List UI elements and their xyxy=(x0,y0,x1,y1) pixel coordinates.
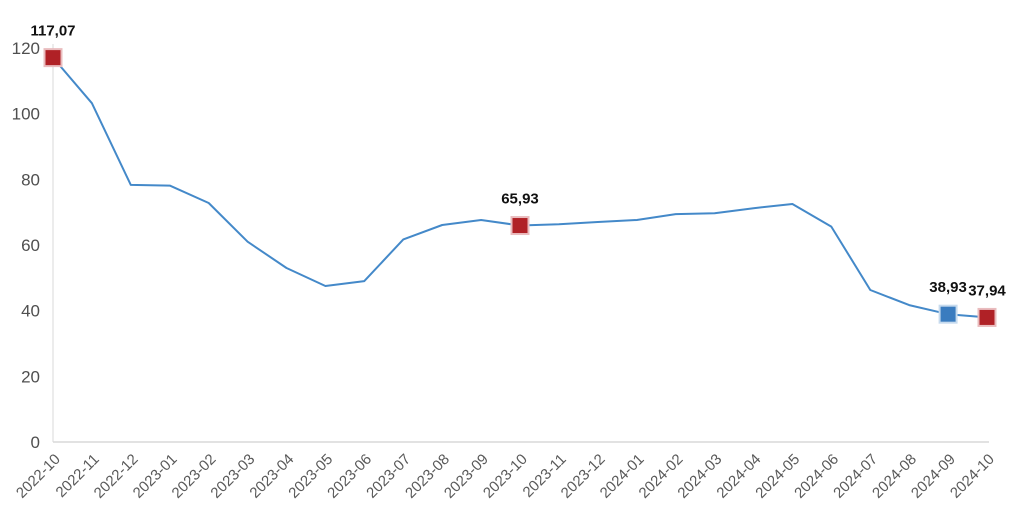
x-axis-tick-label: 2022-10 xyxy=(13,451,64,502)
data-point-marker-2024-09 xyxy=(938,304,958,324)
y-axis-tick-label: 120 xyxy=(12,39,40,58)
y-axis-tick-label: 40 xyxy=(21,302,40,321)
y-axis-tick-label: 0 xyxy=(31,433,40,452)
y-axis-tick-label: 20 xyxy=(21,367,40,386)
data-point-label-2024-09: 38,93 xyxy=(929,279,967,296)
data-point-marker-2022-10 xyxy=(43,48,63,68)
data-point-label-2023-10: 65,93 xyxy=(501,191,539,208)
data-point-label-2024-10: 37,94 xyxy=(968,282,1006,299)
y-axis-tick-label: 60 xyxy=(21,236,40,255)
y-axis-tick-label: 100 xyxy=(12,105,40,124)
data-point-marker-2024-10 xyxy=(977,307,997,327)
data-point-label-2022-10: 117,07 xyxy=(30,23,75,40)
data-series-line xyxy=(52,56,988,319)
data-point-marker-2023-10 xyxy=(510,216,530,236)
y-axis-tick-label: 80 xyxy=(21,170,40,189)
